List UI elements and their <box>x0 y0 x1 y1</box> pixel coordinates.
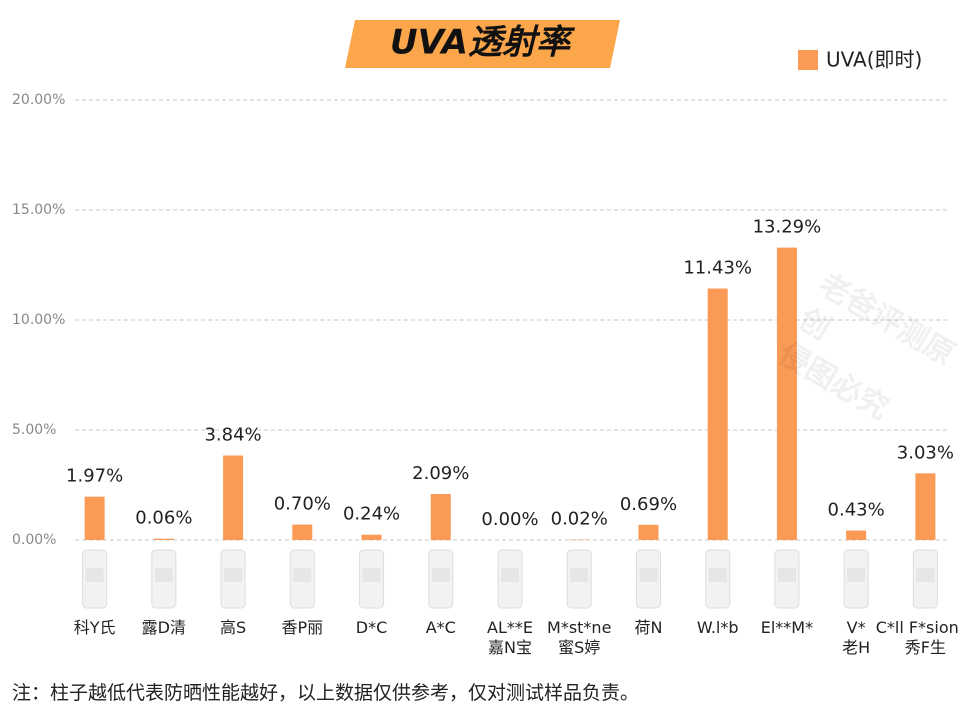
x-tick-label: W.l*b <box>696 618 739 637</box>
bar <box>776 247 797 540</box>
x-tick-label: 露D清 <box>141 618 186 637</box>
y-tick-label: 20.00% <box>12 92 65 108</box>
product-label <box>847 568 866 582</box>
bar <box>846 530 867 540</box>
x-tick-label: AL**E 嘉N宝 <box>487 618 533 657</box>
bar <box>84 496 105 540</box>
bar <box>915 473 936 540</box>
legend-label: UVA(即时) <box>826 48 922 72</box>
value-label: 0.24% <box>343 504 400 525</box>
x-tick-label: D*C <box>355 618 388 637</box>
value-label: 0.69% <box>620 494 677 515</box>
footnote: 注：柱子越低代表防晒性能越好，以上数据仅供参考，仅对测试样品负责。 <box>12 682 640 704</box>
product-label <box>154 568 173 582</box>
y-tick-label: 10.00% <box>12 312 65 328</box>
value-label: 0.06% <box>135 508 192 529</box>
value-label: 0.00% <box>481 509 538 530</box>
product-label <box>431 568 450 582</box>
x-tick-label: C*ll F*sion C 秀F生 <box>875 618 959 657</box>
title-banner <box>345 20 620 68</box>
product-label <box>85 568 104 582</box>
y-tick-label: 15.00% <box>12 202 65 218</box>
y-tick-label: 0.00% <box>12 532 56 548</box>
value-label: 13.29% <box>753 217 822 238</box>
value-label: 3.84% <box>204 425 261 446</box>
value-label: 2.09% <box>412 463 469 484</box>
x-tick-label: 荷N <box>634 618 663 637</box>
value-label: 3.03% <box>897 442 954 463</box>
value-label: 0.02% <box>551 509 608 530</box>
product-label <box>501 568 519 582</box>
product-label <box>777 568 796 582</box>
x-tick-label: El**M* <box>760 618 814 637</box>
bar <box>292 524 313 540</box>
legend-swatch <box>798 50 818 70</box>
product-label <box>362 568 381 582</box>
x-tick-label: A*C <box>425 618 456 637</box>
bar <box>638 524 659 540</box>
x-tick-label: 科Y氏 <box>73 618 116 637</box>
value-label: 1.97% <box>66 466 123 487</box>
y-tick-label: 5.00% <box>12 422 56 438</box>
product-label <box>224 568 243 582</box>
bar <box>153 538 174 540</box>
x-tick-label: 香P丽 <box>281 618 324 637</box>
value-label: 0.70% <box>274 494 331 515</box>
product-label <box>570 568 589 582</box>
product-label <box>293 568 312 582</box>
x-tick-label: 高S <box>219 618 247 637</box>
x-tick-label: V* 老H <box>842 618 871 657</box>
value-label: 11.43% <box>683 258 752 279</box>
chart-title: UVA透射率 <box>390 23 576 63</box>
product-label <box>708 568 727 582</box>
x-tick-label: M*st*ne 蜜S婷 <box>547 618 612 657</box>
bar <box>223 455 244 540</box>
bar <box>361 534 382 540</box>
bar <box>430 494 451 540</box>
product-label <box>639 568 658 582</box>
bar <box>707 288 728 540</box>
product-label <box>916 568 935 582</box>
value-label: 0.43% <box>828 500 885 521</box>
